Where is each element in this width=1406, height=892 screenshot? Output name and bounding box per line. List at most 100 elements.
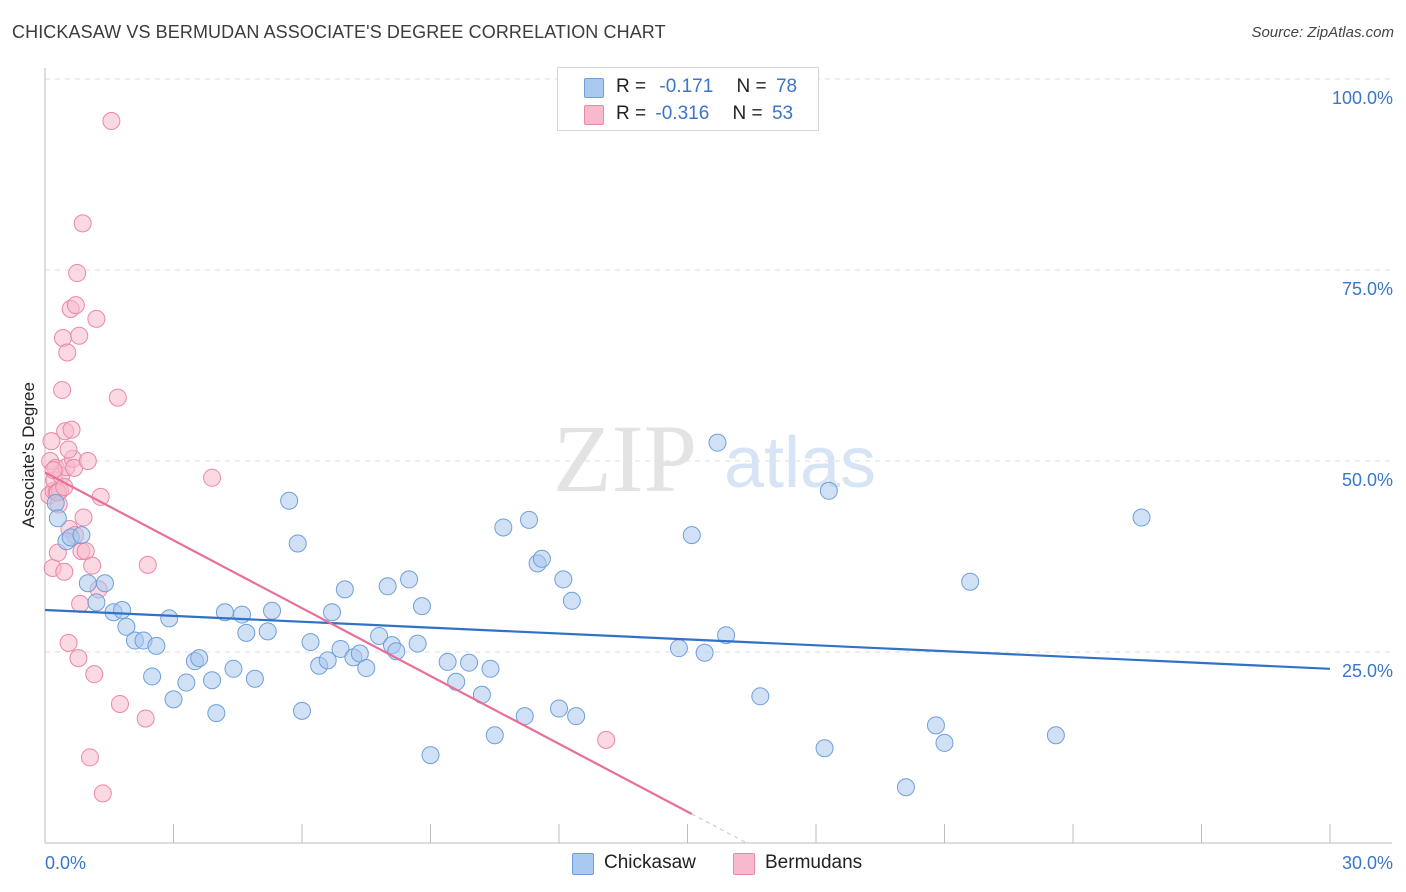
chickasaw-point bbox=[370, 626, 389, 645]
watermark: ZIP atlas bbox=[553, 405, 876, 512]
chickasaw-point bbox=[357, 659, 376, 678]
bottom-legend-label-chickasaw: Chickasaw bbox=[604, 852, 696, 873]
bermudans-point bbox=[53, 380, 72, 399]
bermudans-point bbox=[138, 555, 157, 574]
chickasaw-point bbox=[438, 652, 457, 671]
legend-n-value: 78 bbox=[775, 76, 798, 97]
bermudans-point bbox=[74, 508, 93, 527]
bermudans-point bbox=[78, 452, 97, 470]
chickasaw-point bbox=[224, 659, 243, 678]
chickasaw-point bbox=[400, 570, 419, 589]
chickasaw-point bbox=[143, 667, 162, 686]
chickasaw-point bbox=[421, 746, 440, 765]
legend-swatch-chickasaw bbox=[584, 78, 604, 98]
bermudans-points bbox=[40, 112, 616, 803]
legend-r-value: -0.316 bbox=[655, 103, 710, 124]
tick-labels: 25.0% 50.0% 75.0% 100.0% 0.0% 30.0% bbox=[45, 88, 1393, 873]
legend-swatch-bermudans bbox=[584, 105, 604, 125]
bermudans-point bbox=[203, 468, 222, 487]
x-tick-label: 0.0% bbox=[45, 853, 86, 873]
chickasaw-point bbox=[164, 690, 183, 709]
correlation-legend: R = -0.171 N = 78 R = -0.316 N = 53 bbox=[557, 67, 819, 131]
watermark-atlas: atlas bbox=[724, 423, 876, 503]
chickasaw-point bbox=[815, 739, 834, 758]
bermudans-point bbox=[59, 633, 78, 652]
chickasaw-point bbox=[318, 651, 337, 670]
trend-lines bbox=[44, 471, 1331, 844]
chickasaw-point bbox=[567, 707, 586, 726]
chickasaw-point bbox=[447, 672, 466, 691]
chickasaw-point bbox=[532, 549, 551, 568]
bermudans-point bbox=[59, 440, 78, 459]
chickasaw-point bbox=[177, 673, 196, 692]
axes bbox=[44, 68, 1392, 844]
y-tick-label: 100.0% bbox=[1332, 88, 1393, 108]
chickasaw-trend-line bbox=[44, 608, 1331, 670]
chickasaw-point bbox=[190, 649, 209, 668]
bermudans-point bbox=[83, 556, 102, 575]
bermudans-trend-line bbox=[44, 471, 693, 815]
chickasaw-point bbox=[961, 572, 980, 591]
legend-n-value: 53 bbox=[771, 103, 794, 124]
chickasaw-point bbox=[95, 574, 114, 593]
bermudans-point bbox=[110, 694, 129, 713]
chickasaw-point bbox=[263, 601, 282, 620]
chickasaw-point bbox=[72, 526, 91, 545]
bermudans-point bbox=[66, 296, 85, 315]
chickasaw-point bbox=[562, 591, 581, 610]
chickasaw-point bbox=[258, 622, 277, 641]
chickasaw-points bbox=[46, 433, 1151, 797]
chickasaw-point bbox=[708, 433, 727, 452]
chickasaw-point bbox=[203, 671, 222, 690]
chickasaw-point bbox=[117, 617, 136, 636]
y-tick-label: 25.0% bbox=[1342, 661, 1393, 681]
chickasaw-point bbox=[717, 626, 736, 645]
chickasaw-point bbox=[751, 687, 770, 706]
chart-title: CHICKASAW VS BERMUDAN ASSOCIATE'S DEGREE… bbox=[12, 22, 666, 42]
chickasaw-point bbox=[669, 639, 688, 658]
chickasaw-point bbox=[896, 778, 915, 797]
y-tick-label: 75.0% bbox=[1342, 279, 1393, 299]
chickasaw-point bbox=[819, 481, 838, 500]
legend-r-label: R = bbox=[616, 103, 647, 124]
bottom-legend-swatch-chickasaw bbox=[572, 853, 594, 875]
chickasaw-point bbox=[378, 577, 397, 596]
chickasaw-point bbox=[554, 570, 573, 589]
chickasaw-point bbox=[87, 593, 106, 612]
chickasaw-point bbox=[335, 580, 354, 599]
chickasaw-point bbox=[280, 491, 299, 510]
chickasaw-point bbox=[322, 603, 341, 622]
y-tick-label: 50.0% bbox=[1342, 470, 1393, 490]
legend-r-label: R = bbox=[616, 76, 647, 97]
chickasaw-point bbox=[550, 699, 568, 718]
chickasaw-point bbox=[147, 636, 166, 655]
bottom-legend-swatch-bermudans bbox=[733, 853, 755, 875]
chickasaw-point bbox=[48, 509, 67, 528]
bermudans-point bbox=[62, 420, 81, 439]
bermudans-point bbox=[80, 748, 99, 767]
bermudans-point bbox=[108, 388, 127, 407]
chickasaw-point bbox=[460, 653, 479, 672]
chickasaw-point bbox=[207, 704, 226, 723]
chickasaw-point bbox=[485, 726, 504, 745]
grid bbox=[45, 78, 1392, 653]
chickasaw-point bbox=[160, 609, 179, 628]
chickasaw-point bbox=[237, 623, 256, 642]
chickasaw-point bbox=[233, 605, 252, 624]
chickasaw-point bbox=[494, 518, 513, 537]
chickasaw-point bbox=[301, 633, 320, 652]
x-tick-label: 30.0% bbox=[1342, 853, 1393, 873]
bermudans-point bbox=[136, 709, 155, 728]
legend-r-value: -0.171 bbox=[659, 76, 714, 97]
bermudans-trend-extension bbox=[691, 813, 748, 844]
legend-n-label: N = bbox=[736, 76, 767, 97]
chickasaw-point bbox=[113, 600, 132, 619]
bermudans-point bbox=[93, 784, 112, 803]
chickasaw-point bbox=[408, 634, 427, 653]
chickasaw-point bbox=[926, 716, 945, 735]
chickasaw-point bbox=[520, 510, 539, 529]
bermudans-point bbox=[71, 594, 90, 613]
bermudans-point bbox=[73, 214, 92, 233]
chickasaw-point bbox=[245, 669, 264, 688]
